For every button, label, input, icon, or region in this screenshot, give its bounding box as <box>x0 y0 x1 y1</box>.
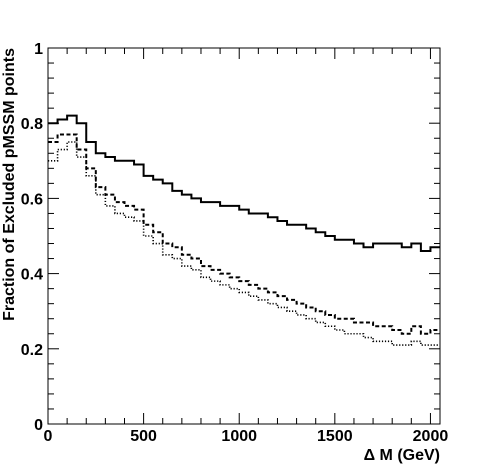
y-axis-title: Fraction of Excluded pMSSM points <box>1 48 18 321</box>
y-tick-label: 1 <box>34 41 43 58</box>
x-tick-label: 1500 <box>317 428 353 445</box>
y-tick-labels: 0 0.2 0.4 0.6 0.8 1 <box>21 41 43 434</box>
series-layer <box>48 114 440 346</box>
x-axis-title: Δ M (GeV) <box>364 447 440 464</box>
x-tick-label: 2000 <box>413 428 449 445</box>
series-line-solid <box>48 114 440 253</box>
y-tick-label: 0 <box>34 417 43 434</box>
plot-frame <box>47 47 441 425</box>
y-tick-label: 0.6 <box>21 191 43 208</box>
series-line-dotted <box>48 141 440 346</box>
y-tick-label: 0.2 <box>21 342 43 359</box>
series-line-dashed <box>48 133 440 335</box>
x-tick-labels: 0 500 1000 1500 2000 <box>44 428 449 445</box>
x-tick-label: 0 <box>44 428 53 445</box>
axis-ticks <box>47 47 440 425</box>
x-tick-label: 500 <box>130 428 157 445</box>
y-tick-label: 0.4 <box>21 267 43 284</box>
x-tick-label: 1000 <box>221 428 257 445</box>
y-tick-label: 0.8 <box>21 116 43 133</box>
